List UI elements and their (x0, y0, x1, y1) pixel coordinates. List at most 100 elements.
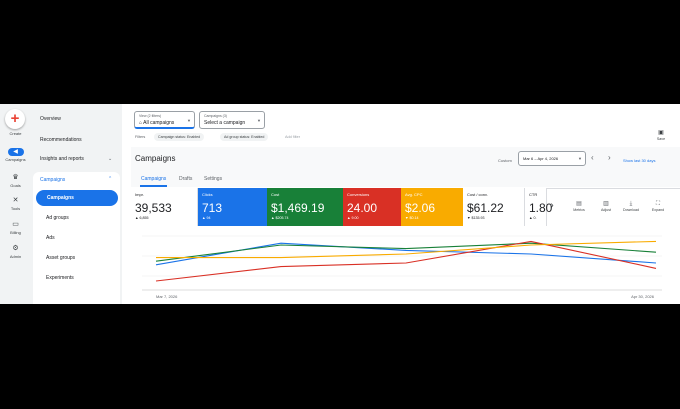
metric-delta: ▼ $0.14 (405, 216, 419, 220)
metric-card-ctr[interactable]: CTR 1.80 ▲ 0. (525, 188, 552, 226)
campaigns-section: Campaigns ⌃ Campaigns Ad groups Ads Asse… (33, 172, 120, 304)
create-label: Create (9, 131, 22, 136)
credit-card-icon: ▭ (12, 221, 19, 228)
rail-item-campaigns[interactable]: ◀ Campaigns (0, 148, 31, 162)
tab-bar: Campaigns Drafts Settings (131, 174, 680, 187)
series-line-3 (156, 240, 657, 259)
page-header: Campaigns Custom Mar 6 – Apr 4, 2026 ▼ ‹… (131, 147, 680, 174)
view-selector[interactable]: View (2 filters) ⌂ All campaigns ▼ (134, 111, 195, 129)
chevron-down-icon[interactable]: ⌄ (108, 156, 113, 162)
show-last-30-link[interactable]: Show last 30 days (623, 158, 656, 163)
metric-name: Impr. (135, 192, 144, 197)
adjust-button[interactable]: ▥ Adjust (597, 200, 615, 212)
section-header[interactable]: Campaigns (40, 177, 66, 183)
metrics-button[interactable]: ▤ Metrics (570, 200, 588, 212)
next-period-button[interactable]: › (608, 153, 611, 162)
rail-label: Admin (9, 254, 22, 259)
rail-label: Tools (10, 206, 21, 211)
metric-value: 39,533 (135, 201, 172, 215)
metric-name: Clicks (202, 192, 213, 197)
series-line-1 (155, 242, 657, 262)
metric-name: Avg. CPC (405, 192, 423, 197)
sub-item-ads[interactable]: Ads (46, 235, 55, 241)
scroll-right-arrow[interactable]: › (547, 200, 557, 212)
home-icon: ⌂ (139, 120, 144, 126)
x-tick-end: Apr 30, 2026 (631, 294, 655, 299)
rail-item-admin[interactable]: ⚙ Admin (0, 245, 31, 259)
metric-value: $61.22 (467, 201, 504, 215)
date-range: Mar 6 – Apr 4, 2026 (523, 156, 559, 161)
megaphone-icon: ◀ (7, 148, 24, 156)
nav-item-recommendations[interactable]: Recommendations (40, 137, 82, 143)
rail-item-goals[interactable]: ♛ Goals (0, 174, 31, 188)
performance-chart: Mar 7, 2026 Apr 30, 2026 (142, 235, 662, 299)
metrics-icon: ▤ (576, 201, 582, 207)
save-button[interactable]: ▣ Save (654, 129, 668, 141)
left-rail: + Create ◀ Campaigns ♛ Goals ✕ Tools ▭ B… (0, 104, 31, 304)
rail-label: Billing (10, 230, 21, 235)
x-tick-start: Mar 7, 2026 (156, 294, 178, 299)
metric-value: 1.80 (529, 201, 553, 215)
filter-chip[interactable]: Campaign status: Enabled (154, 133, 205, 141)
metric-delta: ▲ 9.00 (347, 216, 359, 220)
main-content: View (2 filters) ⌂ All campaigns ▼ Campa… (122, 104, 680, 304)
trophy-icon: ♛ (12, 174, 19, 181)
metric-card-avg-cpc[interactable]: Avg. CPC $2.06 ▼ $0.14 (401, 188, 463, 226)
view-main: ⌂ All campaigns (139, 120, 175, 126)
expand-button[interactable]: ⛶ Expand (649, 200, 667, 212)
nav-panel: Overview Recommendations Insights and re… (31, 104, 122, 304)
metric-value: $2.06 (405, 201, 436, 215)
active-tab-indicator (140, 185, 167, 187)
rail-label: Goals (10, 183, 21, 188)
metric-delta: ▲ 6,855 (135, 216, 149, 220)
series-line-2 (155, 240, 657, 282)
add-filter-link[interactable]: Add filter (285, 135, 300, 139)
download-button[interactable]: ⤓ Download (623, 201, 639, 212)
metric-name: Cost / conv. (467, 192, 488, 197)
metric-delta: ▼ $135.93 (467, 216, 485, 220)
custom-label: Custom (498, 158, 512, 163)
filters-label: Filters (135, 135, 146, 139)
metric-card-impr[interactable]: Impr. 39,533 ▲ 6,855 (131, 188, 198, 226)
metric-delta: ▲ 0. (529, 216, 537, 220)
metric-delta: ▲ 94 (202, 216, 211, 220)
campaign-top: Campaigns (3) (204, 114, 227, 118)
metric-name: CTR (529, 192, 538, 197)
metric-card-cost-conv[interactable]: Cost / conv. $61.22 ▼ $135.93 (463, 188, 525, 226)
metric-card-clicks[interactable]: Clicks 713 ▲ 94 (198, 188, 267, 226)
page-title: Campaigns (135, 154, 176, 163)
chevron-down-icon: ▼ (578, 156, 582, 161)
sub-item-asset-groups[interactable]: Asset groups (46, 255, 76, 261)
rail-item-tools[interactable]: ✕ Tools (0, 197, 31, 211)
gear-icon: ⚙ (12, 245, 19, 252)
filter-chip[interactable]: Ad group status: Enabled (220, 133, 269, 141)
date-range-picker[interactable]: Mar 6 – Apr 4, 2026 ▼ (518, 151, 586, 166)
create-button[interactable]: + (5, 109, 25, 129)
sub-item-experiments[interactable]: Experiments (46, 275, 74, 281)
download-icon: ⤓ (629, 201, 633, 207)
metric-name: Cost (271, 192, 280, 197)
campaign-selector[interactable]: Campaigns (3) Select a campaign ▼ (199, 111, 265, 129)
tab-drafts[interactable]: Drafts (179, 176, 193, 182)
adjust-icon: ▥ (603, 201, 609, 207)
rail-item-billing[interactable]: ▭ Billing (0, 221, 31, 235)
nav-item-overview[interactable]: Overview (40, 116, 61, 122)
metric-card-conversions[interactable]: Conversions 24.00 ▲ 9.00 (343, 188, 401, 226)
tab-campaigns[interactable]: Campaigns (141, 176, 167, 182)
metric-name: Conversions (347, 192, 370, 197)
metric-delta: ▲ $205.74 (271, 216, 289, 220)
metric-value: 24.00 (347, 201, 378, 215)
chevron-up-icon[interactable]: ⌃ (108, 176, 113, 182)
chevron-down-icon: ▼ (187, 118, 191, 123)
nav-item-insights[interactable]: Insights and reports (40, 156, 84, 162)
metric-card-cost[interactable]: Cost $1,469.19 ▲ $205.74 (267, 188, 343, 226)
rail-label: Campaigns (5, 157, 26, 162)
prev-period-button[interactable]: ‹ (591, 153, 594, 162)
metric-value: 713 (202, 201, 223, 215)
campaign-main: Select a campaign (204, 120, 246, 126)
tab-settings[interactable]: Settings (204, 176, 223, 182)
chevron-down-icon: ▼ (257, 118, 261, 123)
sub-item-campaigns[interactable]: Campaigns (36, 190, 118, 206)
save-icon: ▣ (658, 130, 664, 136)
sub-item-ad-groups[interactable]: Ad groups (46, 215, 69, 221)
